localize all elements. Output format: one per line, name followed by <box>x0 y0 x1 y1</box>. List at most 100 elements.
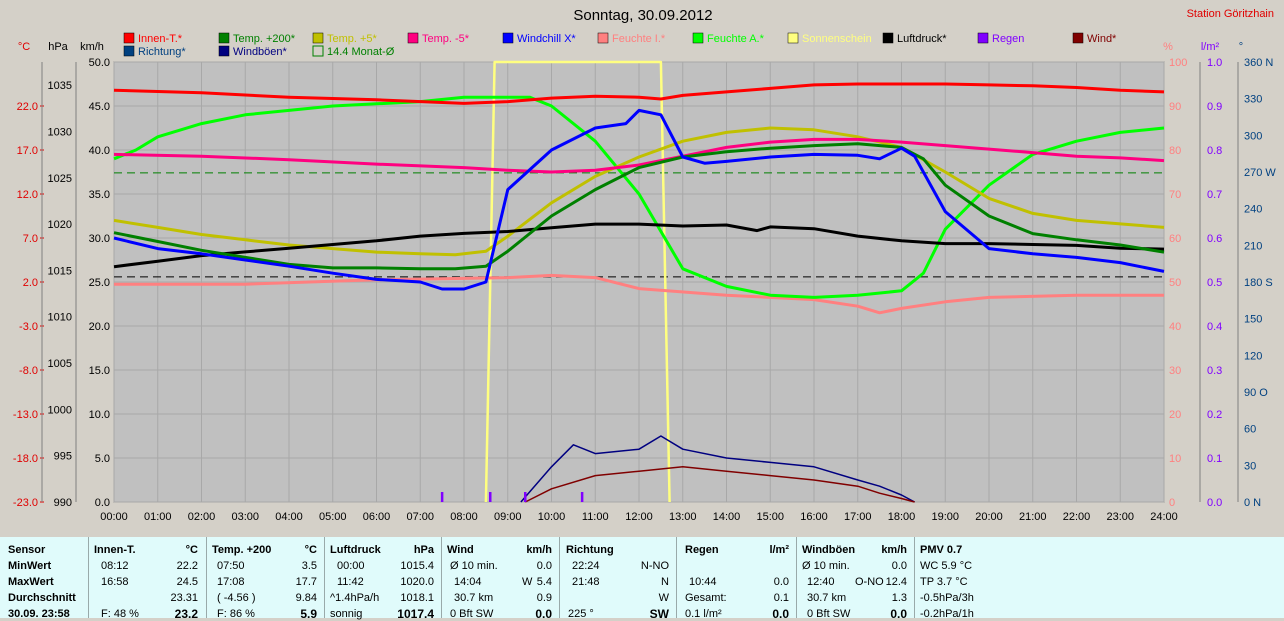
humidity_pct-tick-label: 30 <box>1169 365 1181 377</box>
temp-min-value: 3.5 <box>301 560 317 572</box>
temp-max-time: 17:08 <box>217 576 245 588</box>
direction-min-value: N-NO <box>640 560 669 572</box>
legend-swatch <box>123 32 135 44</box>
humidity_pct-tick-label: 80 <box>1169 145 1181 157</box>
direction-avg-value: W <box>658 592 669 604</box>
wind_kmh-tick-label: 45.0 <box>89 101 110 113</box>
wind-max-value: 5.4 <box>536 576 552 588</box>
legend-item: Innen-T.* <box>123 32 183 45</box>
x-tick-label: 11:00 <box>582 511 609 523</box>
legend-label: Wind* <box>1087 33 1117 45</box>
pmv-windchill: WC 5.9 °C <box>920 560 973 572</box>
wind_kmh-tick-label: 35.0 <box>89 189 110 201</box>
legend-label: Temp. -5* <box>422 33 470 45</box>
series-line <box>113 142 1165 271</box>
wind_kmh-tick-label: 0.0 <box>95 497 110 509</box>
pmv-column: PMV 0.7 WC 5.9 °C TP 3.7 °C -0.5hPa/3h -… <box>915 537 1065 620</box>
legend-label: Richtung* <box>138 46 186 58</box>
legend-swatch <box>218 45 230 57</box>
wind_kmh-tick-label: 40.0 <box>89 145 110 157</box>
legend-label: Temp. +200* <box>233 33 296 45</box>
pressure-tick-label: 1020 <box>48 219 72 231</box>
x-tick-label: 24:00 <box>1150 511 1178 523</box>
innen-head: Innen-T. <box>94 544 136 556</box>
gust-column: Windböen km/h Ø 10 min. 0.0 12:40 O-NO 1… <box>797 537 913 621</box>
legend-swatch <box>692 32 704 44</box>
humidity_pct-tick-label: 60 <box>1169 233 1181 245</box>
legend-item: Feuchte A.* <box>692 32 765 45</box>
series-line <box>520 435 915 503</box>
innen-max-value: 24.5 <box>176 576 198 588</box>
pressure-max-time: 11:42 <box>337 576 364 588</box>
temp-tick-label: 17.0 <box>17 145 38 157</box>
legend-item: Temp. +5* <box>312 32 378 45</box>
legend-item: 14.4 Monat-Ø <box>312 45 395 58</box>
direction-min-time: 22:24 <box>572 560 600 572</box>
x-tick-label: 18:00 <box>888 511 916 523</box>
pressure-tick-label: 1015 <box>48 265 72 277</box>
row-min-label: MinWert <box>8 560 52 572</box>
x-tick-label: 00:00 <box>100 511 128 523</box>
legend-item: Windchill X* <box>502 32 576 45</box>
legend-label: Feuchte I.* <box>612 33 666 45</box>
rain-today: 0.1 l/m² <box>685 608 722 620</box>
gust-max-direction: O-NO <box>855 576 884 588</box>
innen-column: Innen-T. °C 08:12 22.2 16:58 24.5 23.31 … <box>89 537 204 621</box>
temp-tick-label: -18.0 <box>13 453 38 465</box>
innen-humidity: F: 48 % <box>101 608 139 620</box>
temp-avg-value: 9.84 <box>295 592 317 604</box>
axis-unit-label: km/h <box>80 41 104 53</box>
direction-tick-label: 90 O <box>1244 387 1268 399</box>
gust-max-time: 12:40 <box>807 576 835 588</box>
legend-label: Feuchte A.* <box>707 33 765 45</box>
innen-min-time: 08:12 <box>101 560 129 572</box>
legend-item: Luftdruck* <box>882 32 947 45</box>
axis-unit-label: % <box>1163 41 1173 53</box>
stats-table: Sensor MinWert MaxWert Durchschnitt 30.0… <box>0 537 1284 621</box>
series-line <box>114 273 1164 315</box>
x-tick-label: 01:00 <box>144 511 172 523</box>
pmv-trend-1h: -0.2hPa/1h <box>920 608 974 620</box>
legend-item: Windböen* <box>218 45 288 58</box>
rain-max-time: 10:44 <box>689 576 717 588</box>
wind-column: Wind km/h Ø 10 min. 0.0 14:04 W 5.4 30.7… <box>442 537 558 621</box>
pressure-current: 1017.4 <box>397 607 434 621</box>
direction-tick-label: 120 <box>1244 350 1262 362</box>
x-tick-label: 22:00 <box>1063 511 1091 523</box>
temp-tick-label: 12.0 <box>17 189 38 201</box>
pressure-avg-value: 1018.1 <box>400 592 434 604</box>
legend-item: Feuchte I.* <box>597 32 666 45</box>
x-tick-label: 21:00 <box>1019 511 1047 523</box>
pressure-min-time: 00:00 <box>337 560 365 572</box>
temp-current: 5.9 <box>300 607 317 621</box>
pressure-forecast: sonnig <box>330 608 363 620</box>
humidity_pct-tick-label: 0 <box>1169 497 1175 509</box>
humidity_pct-tick-label: 90 <box>1169 101 1181 113</box>
row-avg-label: Durchschnitt <box>8 592 76 604</box>
gust-max-value: 12.4 <box>885 576 907 588</box>
direction-tick-label: 240 <box>1244 204 1262 216</box>
legend-swatch <box>218 32 230 44</box>
station-name: Station Göritzhain <box>1187 8 1274 20</box>
sensor-column: Sensor MinWert MaxWert Durchschnitt 30.0… <box>0 537 88 620</box>
temp-tick-label: -8.0 <box>19 365 38 377</box>
wind_kmh-tick-label: 10.0 <box>89 409 110 421</box>
rain_lm2-tick-label: 0.5 <box>1207 277 1222 289</box>
pressure-column: Luftdruck hPa 00:00 1015.4 11:42 1020.0 … <box>325 537 440 621</box>
x-tick-label: 04:00 <box>275 511 303 523</box>
humidity_pct-tick-label: 100 <box>1169 57 1187 69</box>
pressure-tick-label: 1000 <box>48 404 72 416</box>
humidity_pct-tick-label: 50 <box>1169 277 1181 289</box>
wind_kmh-tick-label: 25.0 <box>89 277 110 289</box>
legend-label: Windböen* <box>233 46 288 58</box>
x-tick-label: 06:00 <box>363 511 391 523</box>
axis-unit-label: °C <box>18 41 30 53</box>
wind-run: 30.7 km <box>454 592 494 604</box>
wind_kmh-tick-label: 20.0 <box>89 321 110 333</box>
legend-swatch <box>882 32 894 44</box>
legend-swatch <box>123 45 135 57</box>
temp-unit: °C <box>304 544 317 556</box>
x-tick-label: 10:00 <box>538 511 566 523</box>
temp-trend: ( -4.56 ) <box>217 592 256 604</box>
chart-title: Sonntag, 30.09.2012 <box>573 7 712 24</box>
